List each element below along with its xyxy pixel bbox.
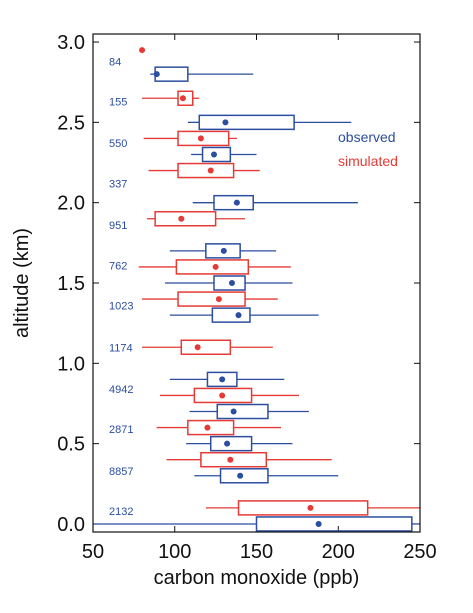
sample-count-label: 8857 <box>109 466 133 478</box>
observed-box <box>219 468 269 484</box>
y-tick-label: 1.0 <box>57 353 85 375</box>
observed-box <box>213 275 246 291</box>
y-tick-label: 1.5 <box>57 273 85 295</box>
y-axis-title: altitude (km) <box>11 228 33 338</box>
simulated-mean-point <box>207 167 214 174</box>
observed-box <box>213 194 254 211</box>
y-tick-label: 2.5 <box>57 112 85 134</box>
legend-simulated: simulated <box>338 153 398 169</box>
simulated-mean-point <box>139 47 146 54</box>
simulated-box <box>177 162 235 179</box>
sample-count-label: 337 <box>109 178 127 190</box>
sample-count-label: 2132 <box>109 506 133 518</box>
x-tick-label: 50 <box>82 541 104 563</box>
observed-mean-point <box>224 440 231 447</box>
observed-mean-point <box>210 151 217 158</box>
legend-observed: observed <box>338 129 396 145</box>
sample-count-label: 951 <box>109 220 127 232</box>
simulated-mean-point <box>178 215 185 222</box>
sample-count-label: 1023 <box>109 300 133 312</box>
simulated-box <box>154 210 217 227</box>
axis-ticks: 50 100 150 200 250 0.0 0.5 1.0 1.5 2.0 2.5 3.0 <box>57 32 437 563</box>
sample-count-label: 762 <box>109 260 127 272</box>
simulated-box <box>200 451 268 468</box>
sample-count-label: 84 <box>109 56 121 68</box>
observed-box <box>209 435 253 452</box>
simulated-box <box>180 339 232 356</box>
x-tick-label: 250 <box>403 541 436 563</box>
observed-box <box>201 146 232 163</box>
sample-count-label: 1174 <box>109 342 133 354</box>
sample-count-label: 2871 <box>109 424 133 436</box>
observed-mean-point <box>233 199 240 206</box>
simulated-box <box>177 90 194 107</box>
observed-mean-point <box>220 247 227 254</box>
simulated-box <box>237 500 369 516</box>
sample-count-label: 4942 <box>109 384 133 396</box>
y-tick-label: 0.0 <box>57 514 85 536</box>
observed-mean-point <box>219 376 226 383</box>
simulated-mean-point <box>194 344 201 351</box>
simulated-box <box>177 291 246 307</box>
chart-marks <box>93 47 420 532</box>
observed-box <box>206 371 238 388</box>
count-labels: 84 155 550 337 951 762 1023 1174 4942 2871 8857 213… <box>109 56 133 518</box>
simulated-mean-point <box>212 263 219 270</box>
simulated-box <box>177 130 230 147</box>
observed-mean-point <box>315 520 322 527</box>
observed-box <box>154 66 189 82</box>
simulated-box <box>193 387 253 404</box>
simulated-mean-point <box>219 392 226 399</box>
x-tick-label: 200 <box>322 541 355 563</box>
observed-mean-point <box>235 312 242 319</box>
simulated-mean-point <box>179 95 186 102</box>
x-tick-label: 150 <box>240 541 273 563</box>
observed-box <box>216 403 269 420</box>
x-tick-label: 100 <box>158 541 191 563</box>
simulated-box <box>175 259 250 275</box>
sample-count-label: 155 <box>109 96 127 108</box>
y-tick-label: 3.0 <box>57 32 85 54</box>
observed-mean-point <box>153 71 160 78</box>
y-tick-label: 0.5 <box>57 434 85 456</box>
observed-box <box>255 516 413 532</box>
simulated-mean-point <box>227 456 234 463</box>
observed-mean-point <box>230 408 237 415</box>
observed-box <box>205 243 241 259</box>
sample-count-label: 550 <box>109 138 127 150</box>
observed-box <box>211 307 251 323</box>
observed-mean-point <box>228 280 235 286</box>
observed-box <box>198 114 295 131</box>
simulated-mean-point <box>197 135 204 142</box>
y-tick-label: 2.0 <box>57 193 85 215</box>
simulated-mean-point <box>204 424 211 431</box>
simulated-mean-point <box>307 504 314 511</box>
observed-mean-point <box>222 119 229 126</box>
observed-mean-point <box>237 472 244 479</box>
plot-frame <box>92 33 421 533</box>
simulated-box <box>187 419 235 436</box>
x-axis-title: carbon monoxide (ppb) <box>154 567 360 589</box>
simulated-mean-point <box>215 296 222 303</box>
